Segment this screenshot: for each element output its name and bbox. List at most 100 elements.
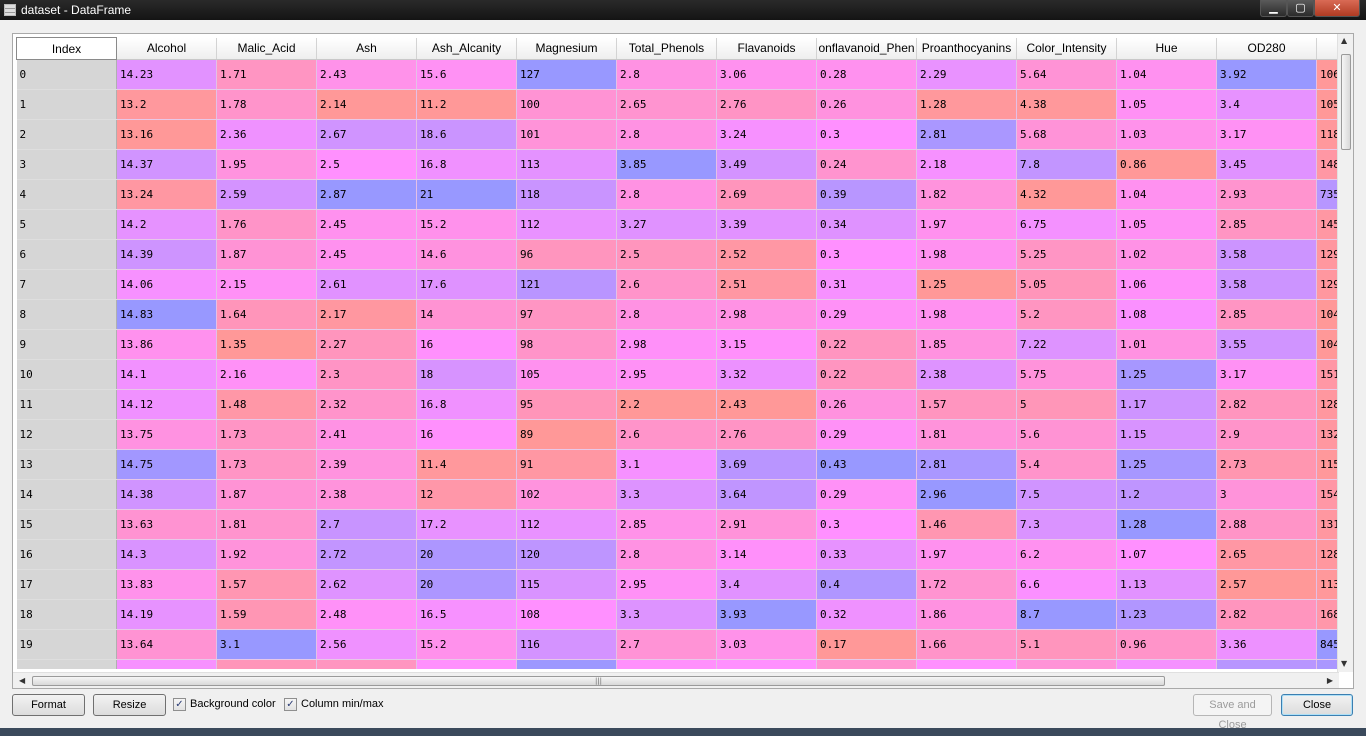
row-index-cell[interactable]: 3 [16,149,117,180]
column-header[interactable]: Ash [316,37,417,60]
table-cell[interactable]: 0.39 [816,179,917,210]
table-cell[interactable]: 2.95 [616,359,717,390]
table-cell[interactable]: 3.93 [716,599,817,630]
column-header[interactable]: OD280 [1216,37,1317,60]
table-cell[interactable]: 4.32 [1016,179,1117,210]
table-cell[interactable]: 7.22 [1016,329,1117,360]
row-index-cell[interactable]: 15 [16,509,117,540]
table-cell[interactable]: 106 [1316,59,1338,90]
column-header[interactable]: Magnesium [516,37,617,60]
column-header[interactable]: Ash_Alcanity [416,37,517,60]
table-cell[interactable]: 1.17 [1116,389,1217,420]
table-cell[interactable]: 128 [1316,539,1338,570]
row-index-cell[interactable]: 8 [16,299,117,330]
table-cell[interactable]: 1.23 [1116,599,1217,630]
table-cell[interactable]: 2.41 [316,419,417,450]
table-cell[interactable]: 3.27 [616,209,717,240]
table-cell[interactable]: 2.85 [616,509,717,540]
table-cell[interactable]: 1.02 [1116,239,1217,270]
table-cell[interactable]: 2.98 [716,299,817,330]
table-cell[interactable]: 3.71 [1216,659,1317,669]
table-cell[interactable]: 0.26 [816,389,917,420]
table-cell[interactable]: 2.43 [716,389,817,420]
table-cell[interactable]: 2.3 [316,359,417,390]
row-index-cell[interactable]: 19 [16,629,117,660]
table-cell[interactable]: 0.3 [816,509,917,540]
column-header[interactable]: Total_Phenols [616,37,717,60]
column-header[interactable]: Alcohol [116,37,217,60]
column-header[interactable]: Proanthocyanins [916,37,1017,60]
table-cell[interactable]: 1.57 [916,389,1017,420]
table-cell[interactable]: 0.96 [1116,629,1217,660]
table-cell[interactable]: 148 [1316,149,1338,180]
table-cell[interactable]: 116 [516,629,617,660]
table-cell[interactable]: 2.91 [716,509,817,540]
table-cell[interactable]: 5.75 [1016,359,1117,390]
table-cell[interactable]: 1.57 [216,569,317,600]
table-cell[interactable]: 13.24 [116,179,217,210]
table-cell[interactable]: 14.3 [116,539,217,570]
table-cell[interactable]: 112 [516,209,617,240]
table-cell[interactable]: 104 [1316,329,1338,360]
table-cell[interactable]: 3.17 [1216,359,1317,390]
table-cell[interactable]: 98 [516,329,617,360]
table-cell[interactable]: 16.8 [416,149,517,180]
table-cell[interactable]: 13.75 [116,419,217,450]
table-cell[interactable]: 128 [1316,389,1338,420]
table-cell[interactable]: 0.33 [816,539,917,570]
table-cell[interactable]: 2.51 [716,269,817,300]
table-cell[interactable]: 105 [1316,89,1338,120]
table-cell[interactable]: 2.8 [616,119,717,150]
table-cell[interactable]: 0.3 [816,119,917,150]
table-cell[interactable]: 2.6 [616,419,717,450]
table-cell[interactable]: 1.78 [216,89,317,120]
table-cell[interactable]: 0.22 [816,329,917,360]
table-cell[interactable]: 4.38 [1016,89,1117,120]
table-cell[interactable]: 102 [516,479,617,510]
table-cell[interactable]: 115 [1316,449,1338,480]
table-cell[interactable]: 1.07 [1116,539,1217,570]
table-cell[interactable]: 2.45 [316,209,417,240]
table-cell[interactable]: 6.75 [1016,209,1117,240]
table-cell[interactable]: 2.67 [316,119,417,150]
table-cell[interactable]: 104 [1316,299,1338,330]
table-cell[interactable]: 2.5 [316,149,417,180]
table-cell[interactable]: 13.86 [116,329,217,360]
row-index-cell[interactable]: 11 [16,389,117,420]
table-cell[interactable]: 101 [516,119,617,150]
table-cell[interactable]: 3.03 [716,629,817,660]
table-cell[interactable]: 2.73 [1216,449,1317,480]
table-cell[interactable]: 151 [1316,359,1338,390]
table-cell[interactable]: 2.72 [316,539,417,570]
table-cell[interactable]: 3.06 [716,59,817,90]
index-header[interactable]: Index [16,37,117,60]
table-cell[interactable]: 3.49 [716,149,817,180]
table-cell[interactable]: 1.46 [916,509,1017,540]
table-cell[interactable]: 1.35 [216,329,317,360]
table-cell[interactable]: 5.65 [1016,659,1117,669]
table-cell[interactable]: 5.64 [1016,59,1117,90]
table-cell[interactable]: 780 [1316,659,1338,669]
table-cell[interactable]: 14.75 [116,449,217,480]
table-cell[interactable]: 5.05 [1016,269,1117,300]
table-cell[interactable]: 3 [1216,479,1317,510]
table-cell[interactable]: 1.85 [916,329,1017,360]
table-cell[interactable]: 14.12 [116,389,217,420]
row-index-cell[interactable]: 14 [16,479,117,510]
table-cell[interactable]: 2.43 [316,59,417,90]
table-cell[interactable]: 0.31 [816,269,917,300]
column-header[interactable]: Flavanoids [716,37,817,60]
table-cell[interactable]: 16 [416,419,517,450]
scroll-right-icon[interactable]: ▶ [1326,676,1333,685]
table-cell[interactable]: 2.76 [716,89,817,120]
table-cell[interactable]: 2.45 [316,239,417,270]
row-index-cell[interactable]: 9 [16,329,117,360]
minimize-button[interactable]: ▁ [1260,0,1287,17]
table-cell[interactable]: 3.15 [716,329,817,360]
table-cell[interactable]: 89 [516,419,617,450]
table-cell[interactable]: 3.58 [1216,269,1317,300]
table-cell[interactable]: 1.25 [1116,359,1217,390]
table-cell[interactable]: 2.98 [616,329,717,360]
row-index-cell[interactable]: 5 [16,209,117,240]
row-index-cell[interactable]: 0 [16,59,117,90]
